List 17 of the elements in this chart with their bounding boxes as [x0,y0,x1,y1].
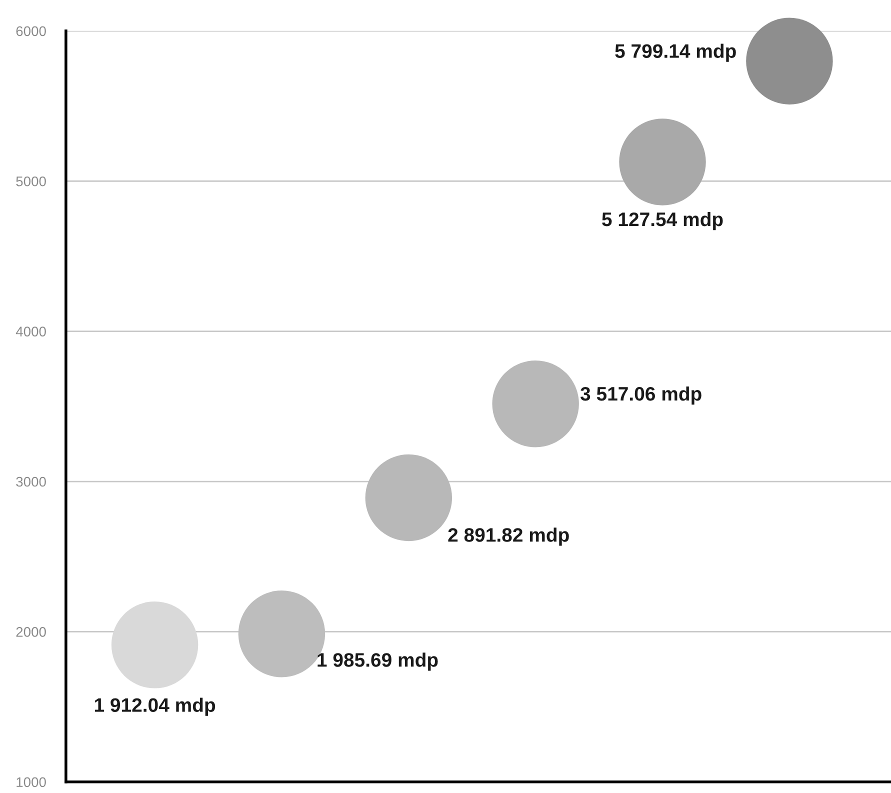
data-label: 1 912.04 mdp [94,698,216,716]
data-label: 5 799.14 mdp [615,44,736,62]
data-label: 2 891.82 mdp [448,528,569,546]
data-label: 5 127.54 mdp [602,212,723,230]
y-tick-label: 5000 [16,176,46,186]
point [238,590,326,678]
y-tick-label: 2000 [16,627,46,637]
data-label: 1 985.69 mdp [318,652,438,671]
y-tick-label: 4000 [16,326,46,336]
y-tick-label: 6000 [16,26,46,36]
point [111,602,198,688]
point [492,360,579,448]
point [746,18,833,104]
data-label: 3 517.06 mdp [580,386,702,405]
point [619,118,706,206]
y-tick-label: 3000 [16,476,46,487]
y-tick-label: 1000 [16,777,46,788]
